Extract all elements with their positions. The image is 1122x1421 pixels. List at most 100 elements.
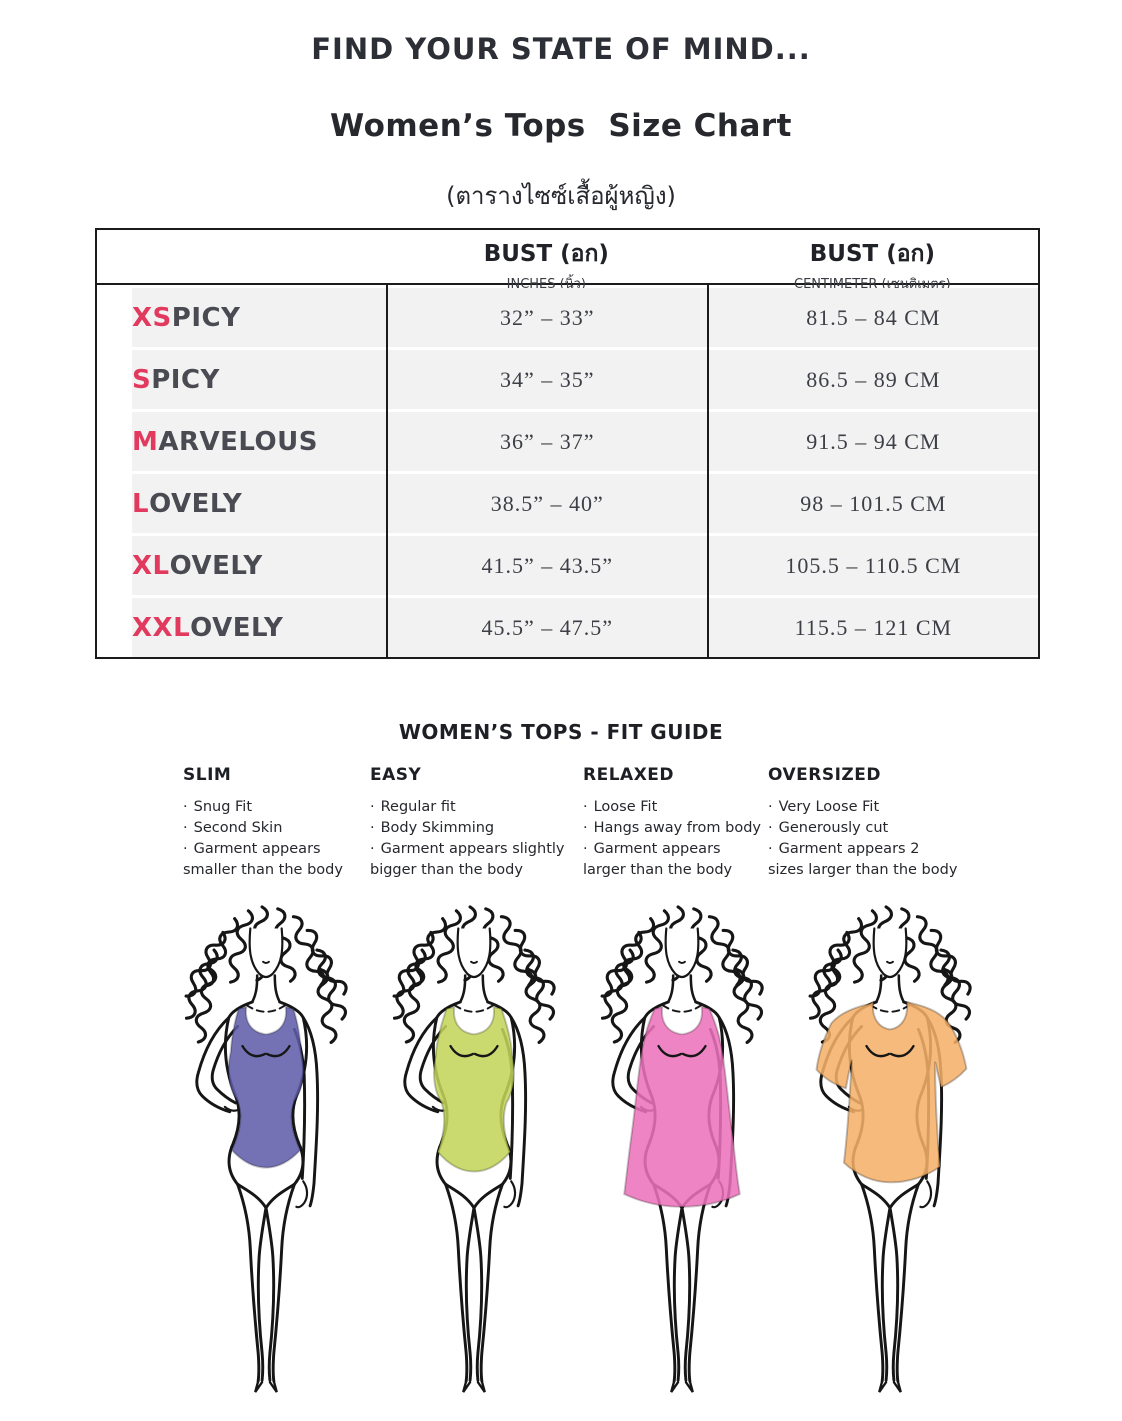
table-row: M ARVELOUS 36” – 37” 91.5 – 94 CM (97, 409, 1038, 471)
size-name: XL OVELY (97, 533, 386, 595)
bullet-icon: · (370, 841, 375, 857)
bust-inches-value: 45.5” – 47.5” (385, 595, 707, 657)
bullet-icon: · (583, 799, 588, 815)
bullet-icon: · (183, 820, 188, 836)
bullet-icon: · (583, 841, 588, 857)
bullet-icon: · (370, 799, 375, 815)
fit-name: SLIM (183, 765, 232, 785)
page-subtitle-thai: (ตารางไซซ์เสื้อผู้หญิง) (446, 182, 676, 210)
bust-inches-value: 32” – 33” (385, 285, 707, 347)
size-prefix: XS (132, 302, 172, 333)
size-suffix: PICY (171, 302, 241, 333)
fit-bullet: · Generously cut (768, 818, 978, 839)
fit-bullet: · Very Loose Fit (768, 797, 978, 818)
bullet-text: Snug Fit (193, 799, 253, 815)
fit-column-relaxed: RELAXED · Loose Fit · Hangs away from body… (583, 765, 768, 881)
bullet-icon: · (183, 799, 188, 815)
size-prefix: L (132, 488, 150, 519)
size-prefix: S (132, 364, 152, 395)
fit-bullet: · Garment appears smaller than the body (183, 839, 370, 881)
size-name: S PICY (97, 347, 386, 409)
bust-cm-value: 86.5 – 89 CM (706, 347, 1038, 409)
fit-bullet-list: · Snug Fit · Second Skin · Garment appears … (183, 797, 370, 881)
column-label: BUST (อก) (483, 241, 609, 267)
bullet-icon: · (183, 841, 188, 857)
bust-cm-value: 98 – 101.5 CM (706, 471, 1038, 533)
size-suffix: OVELY (149, 488, 243, 519)
bullet-icon: · (768, 841, 773, 857)
fit-figures-row (168, 903, 988, 1393)
bullet-icon: · (768, 820, 773, 836)
size-chart-table: BUST (อก) INCHES (นิ้ว) BUST (อก) CENTIM… (95, 228, 1040, 659)
fit-bullet: · Garment appears 2 sizes larger than the… (768, 839, 978, 881)
bust-inches-value: 36” – 37” (385, 409, 707, 471)
fit-name: EASY (370, 765, 422, 785)
fit-bullet: · Garment appears slightly bigger than th… (370, 839, 583, 881)
fit-figure-oversized (792, 903, 988, 1393)
fit-bullet-list: · Very Loose Fit · Generously cut · Garment… (768, 797, 978, 881)
bullet-text: Regular fit (380, 799, 456, 815)
bust-cm-value: 105.5 – 110.5 CM (706, 533, 1038, 595)
fit-bullet-list: · Regular fit · Body Skimming · Garment app… (370, 797, 583, 881)
size-prefix: M (132, 426, 159, 457)
bullet-text: Loose Fit (593, 799, 658, 815)
fit-bullet: · Garment appears larger than the body (583, 839, 768, 881)
fit-bullet: · Snug Fit (183, 797, 370, 818)
table-row: XS PICY 32” – 33” 81.5 – 84 CM (97, 285, 1038, 347)
table-row: XXL OVELY 45.5” – 47.5” 115.5 – 121 CM (97, 595, 1038, 657)
fit-bullet-list: · Loose Fit · Hangs away from body · Garmen… (583, 797, 768, 881)
size-suffix: PICY (151, 364, 220, 395)
bust-inches-value: 41.5” – 43.5” (385, 533, 707, 595)
size-suffix: ARVELOUS (158, 426, 318, 457)
fit-figure-relaxed (584, 903, 780, 1393)
bust-inches-value: 34” – 35” (385, 347, 707, 409)
fit-bullet: · Body Skimming (370, 818, 583, 839)
slim-top-garment (227, 1005, 305, 1169)
page-title: FIND YOUR STATE OF MIND... (311, 32, 811, 66)
bullet-text: Generously cut (778, 820, 889, 836)
bullet-text: Garment appears larger than the body (583, 841, 733, 878)
bullet-text: Very Loose Fit (778, 799, 880, 815)
bust-cm-value: 91.5 – 94 CM (706, 409, 1038, 471)
bullet-text: Garment appears slightly bigger than the… (370, 841, 565, 878)
bullet-icon: · (370, 820, 375, 836)
table-row: XL OVELY 41.5” – 43.5” 105.5 – 110.5 CM (97, 533, 1038, 595)
bust-cm-value: 81.5 – 84 CM (706, 285, 1038, 347)
table-row: L OVELY 38.5” – 40” 98 – 101.5 CM (97, 471, 1038, 533)
page-subtitle: Women’s Tops Size Chart (329, 108, 792, 144)
fit-name: RELAXED (583, 765, 675, 785)
size-name: L OVELY (97, 471, 386, 533)
fit-bullet: · Regular fit (370, 797, 583, 818)
page-header: FIND YOUR STATE OF MIND... Women’s Tops … (0, 0, 1122, 215)
bullet-text: Garment appears 2 sizes larger than the … (768, 841, 958, 878)
fit-column-easy: EASY · Regular fit · Body Skimming · Garmen… (370, 765, 583, 881)
fit-guide-title: WOMEN’S TOPS - FIT GUIDE (398, 720, 724, 744)
fit-figure-slim (168, 903, 364, 1393)
size-name: XXL OVELY (97, 595, 386, 657)
column-label: BUST (อก) (809, 241, 935, 267)
size-suffix: OVELY (169, 550, 263, 581)
size-name: XS PICY (97, 285, 386, 347)
fit-column-oversized: OVERSIZED · Very Loose Fit · Generously cu… (768, 765, 978, 881)
fit-figure-easy (376, 903, 572, 1393)
bullet-icon: · (583, 820, 588, 836)
fit-guide-columns: SLIM · Snug Fit · Second Skin · Garment app… (183, 765, 978, 881)
size-prefix: XXL (132, 612, 191, 643)
size-suffix: OVELY (190, 612, 284, 643)
fit-bullet: · Second Skin (183, 818, 370, 839)
easy-top-garment (433, 1005, 515, 1173)
fit-column-slim: SLIM · Snug Fit · Second Skin · Garment app… (183, 765, 370, 881)
fit-bullet: · Hangs away from body (583, 818, 768, 839)
bust-cm-value: 115.5 – 121 CM (706, 595, 1038, 657)
bullet-text: Body Skimming (380, 820, 495, 836)
fit-bullet: · Loose Fit (583, 797, 768, 818)
bust-inches-value: 38.5” – 40” (385, 471, 707, 533)
relaxed-top-garment (623, 1005, 741, 1208)
oversized-top-garment (815, 1000, 968, 1184)
fit-name: OVERSIZED (768, 765, 881, 785)
bullet-text: Hangs away from body (593, 820, 761, 836)
size-name: M ARVELOUS (97, 409, 386, 471)
size-prefix: XL (132, 550, 170, 581)
table-row: S PICY 34” – 35” 86.5 – 89 CM (97, 347, 1038, 409)
